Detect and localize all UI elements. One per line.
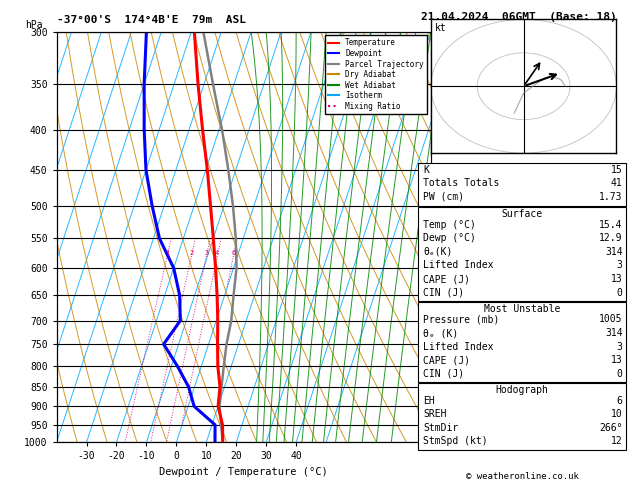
Text: EH: EH: [423, 396, 435, 406]
Text: 3: 3: [204, 250, 208, 257]
Text: Hodograph: Hodograph: [496, 385, 548, 395]
Text: 6: 6: [231, 250, 235, 257]
Text: 314: 314: [605, 328, 623, 338]
Text: Lifted Index: Lifted Index: [423, 342, 494, 352]
Text: 1.73: 1.73: [599, 192, 623, 202]
Text: StmDir: StmDir: [423, 423, 459, 433]
Text: 1005: 1005: [599, 314, 623, 325]
Text: © weatheronline.co.uk: © weatheronline.co.uk: [465, 472, 579, 481]
Text: 10: 10: [611, 409, 623, 419]
Text: Lifted Index: Lifted Index: [423, 260, 494, 271]
Text: PW (cm): PW (cm): [423, 192, 464, 202]
Text: 3: 3: [617, 260, 623, 271]
Legend: Temperature, Dewpoint, Parcel Trajectory, Dry Adiabat, Wet Adiabat, Isotherm, Mi: Temperature, Dewpoint, Parcel Trajectory…: [325, 35, 427, 114]
Text: StmSpd (kt): StmSpd (kt): [423, 436, 488, 447]
Text: Most Unstable: Most Unstable: [484, 304, 560, 314]
Text: 12.9: 12.9: [599, 233, 623, 243]
Text: 21.04.2024  06GMT  (Base: 18): 21.04.2024 06GMT (Base: 18): [421, 12, 617, 22]
Text: CAPE (J): CAPE (J): [423, 355, 470, 365]
Text: 2: 2: [189, 250, 194, 257]
Text: kt: kt: [435, 23, 447, 34]
Text: Temp (°C): Temp (°C): [423, 220, 476, 230]
Text: θₑ (K): θₑ (K): [423, 328, 459, 338]
Text: SREH: SREH: [423, 409, 447, 419]
Text: 6: 6: [617, 396, 623, 406]
Text: CIN (J): CIN (J): [423, 288, 464, 298]
Text: Surface: Surface: [501, 209, 543, 219]
Text: 314: 314: [605, 247, 623, 257]
Text: K: K: [423, 165, 429, 175]
X-axis label: Dewpoint / Temperature (°C): Dewpoint / Temperature (°C): [159, 467, 328, 477]
Text: 13: 13: [611, 274, 623, 284]
Text: Mixing Ratio (g/kg): Mixing Ratio (g/kg): [474, 190, 482, 284]
Text: hPa: hPa: [25, 19, 42, 30]
Text: 13: 13: [611, 355, 623, 365]
Text: 1: 1: [165, 250, 169, 257]
Text: 12: 12: [611, 436, 623, 447]
Text: Dewp (°C): Dewp (°C): [423, 233, 476, 243]
Text: CAPE (J): CAPE (J): [423, 274, 470, 284]
Text: 15: 15: [611, 165, 623, 175]
Y-axis label: km
ASL: km ASL: [467, 227, 484, 246]
Text: 0: 0: [617, 288, 623, 298]
Text: 41: 41: [611, 178, 623, 189]
Text: Totals Totals: Totals Totals: [423, 178, 499, 189]
Text: 3: 3: [617, 342, 623, 352]
Text: 4: 4: [215, 250, 220, 257]
Text: -37°00'S  174°4B'E  79m  ASL: -37°00'S 174°4B'E 79m ASL: [57, 15, 245, 25]
Text: 15.4: 15.4: [599, 220, 623, 230]
Text: Pressure (mb): Pressure (mb): [423, 314, 499, 325]
Text: 0: 0: [617, 369, 623, 379]
Text: CIN (J): CIN (J): [423, 369, 464, 379]
Text: θₑ(K): θₑ(K): [423, 247, 453, 257]
Text: 266°: 266°: [599, 423, 623, 433]
